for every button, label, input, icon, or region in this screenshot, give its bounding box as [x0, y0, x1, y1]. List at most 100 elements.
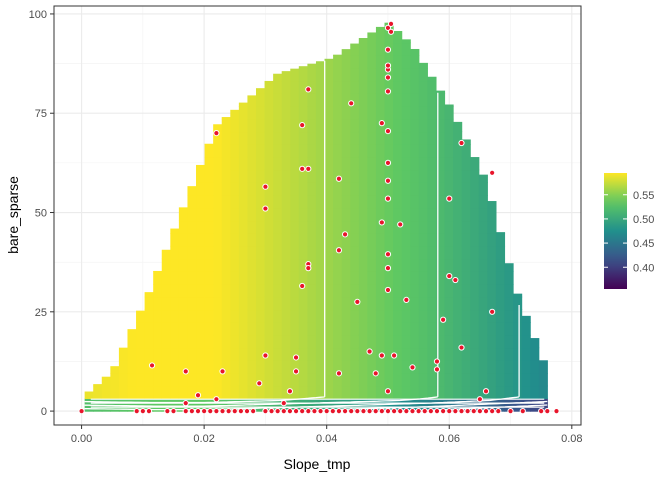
data-point	[458, 344, 465, 351]
heat-tile	[384, 207, 394, 222]
heat-tile	[358, 360, 368, 374]
heat-tile	[221, 372, 231, 387]
heat-tile	[230, 220, 240, 234]
heat-tile	[410, 372, 420, 387]
heat-tile	[401, 182, 411, 196]
data-point	[201, 407, 208, 415]
data-point	[384, 195, 392, 202]
data-point	[219, 407, 226, 415]
heat-tile	[470, 372, 480, 387]
heat-tile	[384, 220, 394, 234]
heat-tile	[204, 169, 214, 183]
heat-tile	[213, 182, 223, 196]
heat-tile	[393, 93, 403, 107]
heat-tile	[290, 156, 300, 171]
heat-tile	[410, 385, 420, 399]
heat-tile	[453, 144, 463, 158]
heat-tile	[444, 296, 454, 311]
heat-tile	[375, 309, 386, 323]
heat-tile	[281, 71, 291, 82]
heat-tile	[367, 182, 377, 196]
heat-tile	[315, 106, 326, 120]
data-point	[292, 368, 300, 375]
heat-tile	[350, 334, 360, 349]
heat-tile	[255, 93, 266, 107]
heat-tile	[393, 398, 403, 412]
heat-tile	[435, 220, 446, 234]
heat-tile	[170, 398, 180, 412]
heat-tile	[178, 372, 189, 387]
heat-tile	[341, 67, 351, 82]
heat-tile	[375, 182, 386, 196]
heat-tile	[384, 118, 394, 133]
heat-tile	[264, 360, 274, 374]
heat-tile	[307, 195, 317, 209]
heat-tile	[453, 347, 463, 361]
heat-tile	[213, 144, 223, 158]
heat-tile	[495, 360, 506, 374]
heat-tile	[393, 284, 403, 298]
heat-tile	[358, 347, 368, 361]
heat-tile	[384, 347, 394, 361]
heat-tile	[401, 207, 411, 222]
heat-tile	[281, 372, 291, 387]
heat-tile	[247, 258, 257, 272]
heat-tile	[281, 220, 291, 234]
heat-tile	[453, 284, 463, 298]
heat-tile	[170, 385, 180, 399]
heat-tile	[375, 233, 386, 247]
heat-tile	[196, 296, 206, 311]
heat-tile	[401, 42, 411, 56]
heat-tile	[307, 207, 317, 222]
heat-tile	[384, 182, 394, 196]
heat-tile	[384, 271, 394, 285]
heat-tile	[401, 80, 411, 94]
heat-tile	[418, 385, 428, 399]
heat-tile	[418, 296, 428, 311]
heat-tile	[161, 271, 171, 285]
heat-tile	[333, 54, 343, 56]
heat-tile	[315, 195, 326, 209]
heat-tile	[375, 80, 386, 94]
heat-tile	[324, 144, 334, 158]
heat-tile	[341, 220, 351, 234]
x-tick-label: 0.02	[193, 433, 214, 445]
heat-tile	[93, 385, 103, 399]
heat-tile	[247, 360, 257, 374]
heat-tile	[307, 296, 317, 311]
data-point	[378, 407, 385, 415]
heat-tile	[178, 207, 189, 209]
heat-tile	[435, 106, 446, 120]
heat-tile	[427, 233, 437, 247]
heat-tile	[427, 284, 437, 298]
heat-tile	[393, 118, 403, 133]
heat-tile	[410, 55, 420, 69]
heat-tile	[444, 169, 454, 183]
heat-tile	[264, 144, 274, 158]
heat-tile	[453, 245, 463, 260]
heat-tile	[350, 67, 360, 82]
heat-tile	[213, 372, 223, 387]
heat-tile	[478, 174, 488, 183]
x-axis-title: Slope_tmp	[284, 456, 351, 472]
heat-tile	[375, 156, 386, 171]
heat-tile	[333, 284, 343, 298]
heat-tile	[401, 258, 411, 272]
heat-tile	[427, 372, 437, 387]
heat-tile	[435, 93, 446, 107]
data-points	[78, 20, 560, 415]
data-point	[194, 392, 202, 399]
heat-tile	[273, 372, 283, 387]
heat-tile	[221, 347, 231, 361]
heat-tile	[453, 385, 463, 399]
data-point	[387, 20, 395, 27]
data-point	[262, 183, 269, 190]
heat-tile	[461, 139, 471, 145]
y-axis-title: bare_sparse	[5, 176, 21, 254]
data-point	[489, 169, 496, 176]
heat-tile	[401, 385, 411, 399]
heat-tile	[358, 182, 368, 196]
heat-tile	[213, 124, 223, 133]
heat-tile	[367, 106, 377, 120]
y-tick-label: 100	[29, 9, 47, 21]
